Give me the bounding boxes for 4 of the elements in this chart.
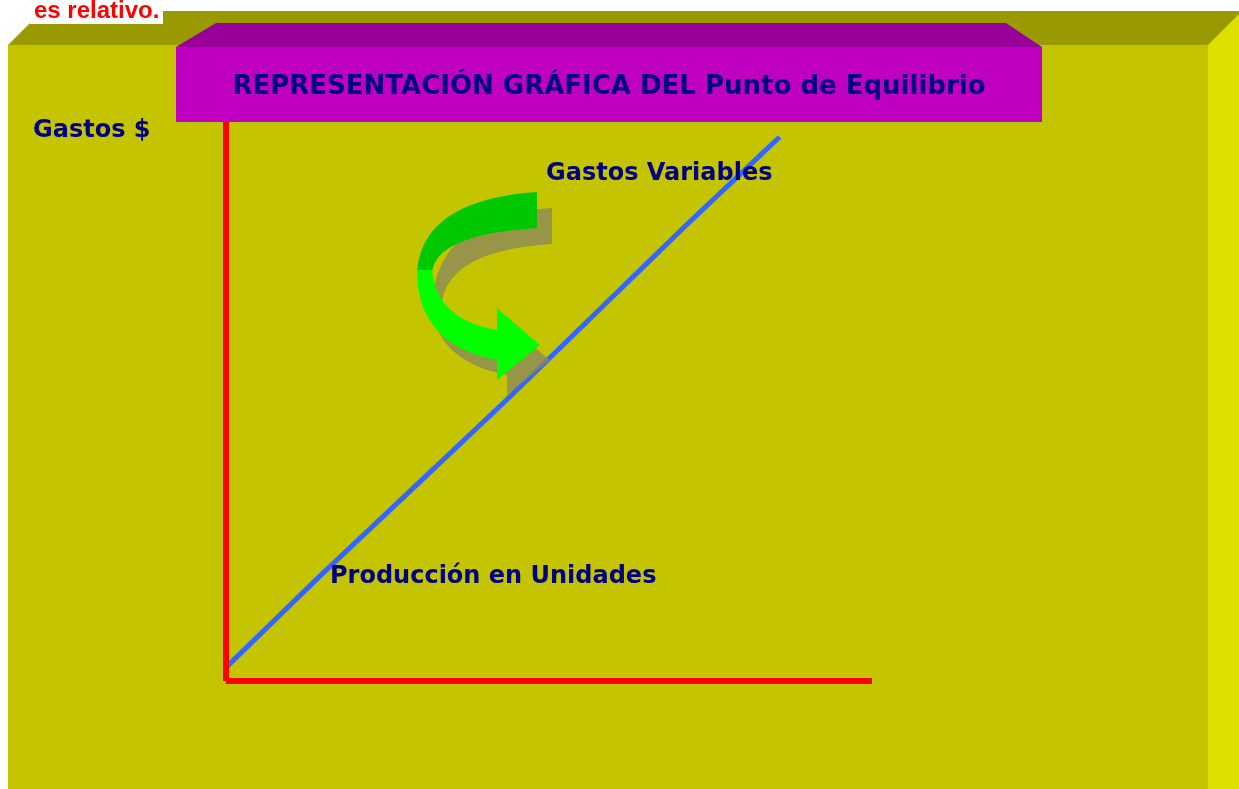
chart-title: REPRESENTACIÓN GRÁFICA DEL Punto de Equilibrio xyxy=(176,47,1042,122)
y-axis-title: Gastos $ xyxy=(33,115,151,143)
x-axis-title: Producción en Unidades xyxy=(330,561,657,589)
text: es relativo. xyxy=(30,0,164,24)
